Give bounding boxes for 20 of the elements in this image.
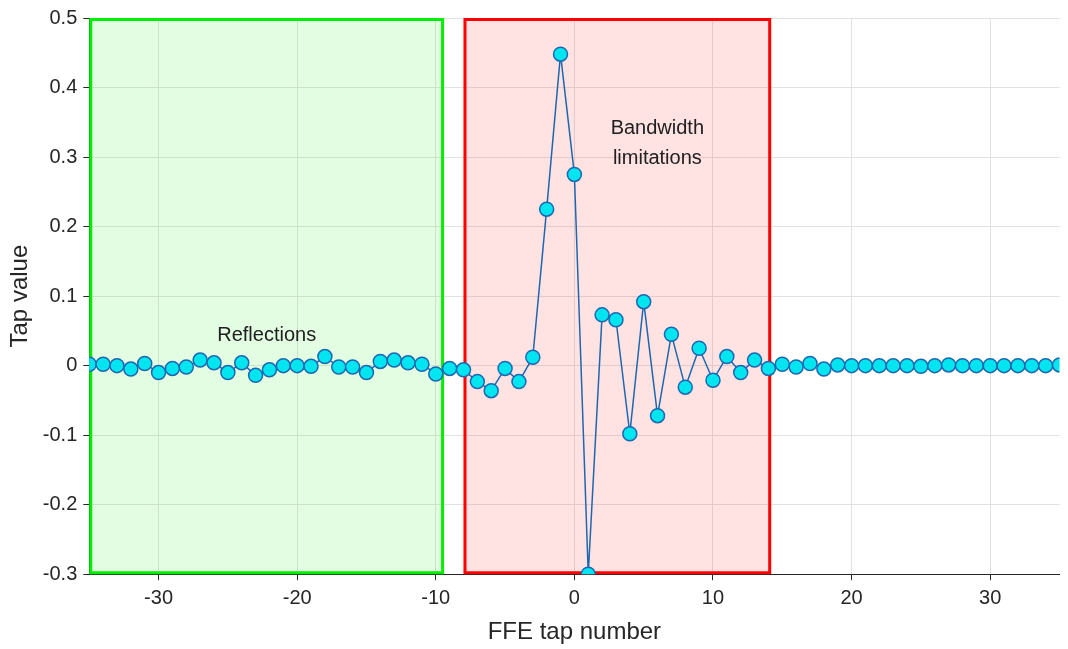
y-tick-label: 0.1 <box>49 283 78 306</box>
y-tick-label: 0.5 <box>49 5 78 28</box>
y-axis-title: Tap value <box>5 244 33 348</box>
y-tick-label: 0.2 <box>49 214 78 237</box>
x-tick-label: 30 <box>979 585 1002 608</box>
y-tick-label: -0.1 <box>42 422 78 445</box>
x-tick-label: 0 <box>568 585 580 608</box>
y-tick-label: 0 <box>66 353 78 376</box>
x-axis-title: FFE tap number <box>487 617 662 645</box>
x-tick-label: -10 <box>421 585 451 608</box>
y-tick-label: -0.3 <box>42 561 78 584</box>
x-tick-label: -20 <box>282 585 312 608</box>
y-tick-label: 0.4 <box>49 75 78 98</box>
x-tick-label: 10 <box>701 585 725 608</box>
x-tick-label: 20 <box>840 585 863 608</box>
y-tick-label: 0.3 <box>49 144 78 167</box>
band-label: Reflections <box>217 323 317 346</box>
x-tick-label: -30 <box>144 585 174 608</box>
band-label: Bandwidth limitations <box>610 115 705 168</box>
y-tick-label: -0.2 <box>42 492 78 515</box>
